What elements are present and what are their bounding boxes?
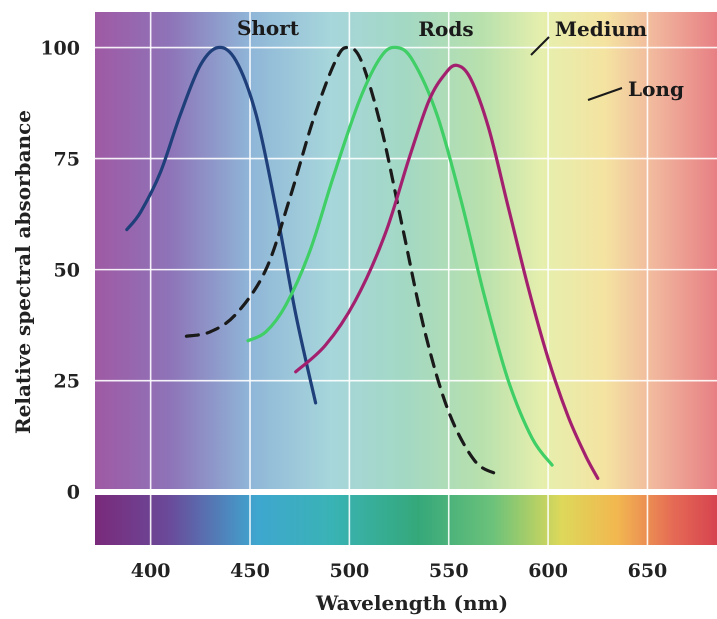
label-medium: Medium: [555, 17, 647, 41]
y-tick-label: 50: [54, 260, 80, 282]
x-tick-label: 650: [628, 560, 668, 582]
x-tick-label: 550: [429, 560, 469, 582]
y-axis-title: Relative spectral absorbance: [11, 110, 35, 434]
curve-long: [294, 63, 600, 480]
label-rods: Rods: [418, 17, 473, 41]
curve-medium: [246, 45, 554, 467]
x-tick-label: 400: [131, 560, 171, 582]
x-tick-label: 600: [528, 560, 568, 582]
leader-medium: [530, 36, 550, 56]
x-axis-title: Wavelength (nm): [315, 591, 508, 615]
label-short: Short: [237, 16, 300, 40]
y-tick-label: 75: [54, 149, 80, 171]
x-tick-label: 450: [230, 560, 270, 582]
plot-background: [95, 12, 717, 492]
x-tick-label: 500: [330, 560, 370, 582]
y-tick-label: 25: [54, 371, 80, 393]
leader-long: [587, 87, 623, 101]
curve-rods: [184, 45, 498, 476]
spectrum-bar: [95, 492, 717, 545]
label-long: Long: [628, 77, 684, 101]
y-tick-label: 100: [40, 38, 80, 60]
curve-short: [125, 45, 318, 405]
y-tick-label: 0: [67, 482, 80, 504]
